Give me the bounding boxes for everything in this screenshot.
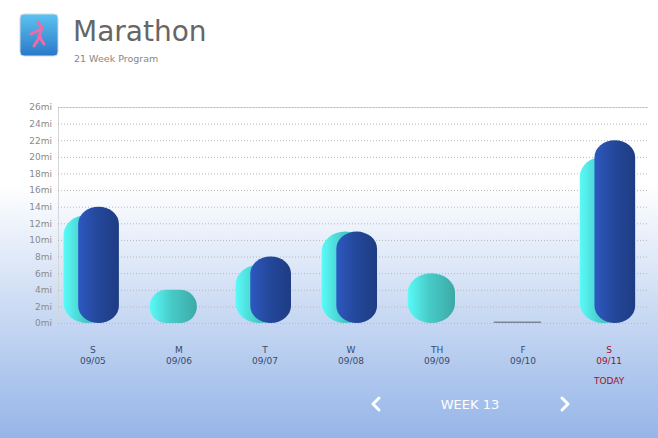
grid-line bbox=[58, 140, 648, 141]
y-tick-label: 6mi bbox=[35, 269, 52, 279]
y-tick-label: 24mi bbox=[29, 119, 52, 129]
x-tick: S09/11 bbox=[596, 345, 622, 366]
y-tick-label: 2mi bbox=[35, 302, 52, 312]
bar bbox=[336, 232, 377, 323]
grid-line bbox=[58, 107, 648, 108]
grid-line bbox=[58, 173, 648, 174]
x-tick: M09/06 bbox=[166, 345, 192, 366]
x-tick-label: F bbox=[520, 345, 525, 355]
bar bbox=[78, 207, 119, 323]
y-tick: 12mi bbox=[29, 219, 648, 229]
y-tick: 24mi bbox=[29, 119, 648, 129]
prev-week-button[interactable] bbox=[373, 398, 379, 410]
y-tick-label: 14mi bbox=[29, 202, 52, 212]
y-tick-label: 22mi bbox=[29, 136, 52, 146]
y-tick-label: 18mi bbox=[29, 169, 52, 179]
y-tick: 22mi bbox=[29, 136, 648, 146]
week-navigation: WEEK 13 bbox=[373, 397, 568, 412]
next-week-button[interactable] bbox=[562, 398, 568, 410]
x-date-label: 09/08 bbox=[338, 356, 364, 366]
grid-line bbox=[58, 157, 648, 158]
x-tick-label: S bbox=[606, 345, 612, 355]
x-tick-label: T bbox=[261, 345, 268, 355]
week-label: WEEK 13 bbox=[441, 397, 499, 412]
y-tick-label: 10mi bbox=[29, 235, 52, 245]
y-tick: 14mi bbox=[29, 202, 648, 212]
x-axis: S09/05M09/06T09/07W09/08TH09/09F09/10S09… bbox=[80, 345, 622, 366]
bar bbox=[150, 290, 197, 323]
y-tick-label: 12mi bbox=[29, 219, 52, 229]
x-tick: T09/07 bbox=[252, 345, 278, 366]
grid-line bbox=[58, 207, 648, 208]
x-tick-label: W bbox=[347, 345, 356, 355]
x-date-label: 09/10 bbox=[510, 356, 536, 366]
y-tick-label: 8mi bbox=[35, 252, 52, 262]
app-icon-figure bbox=[31, 22, 44, 46]
background bbox=[0, 0, 658, 438]
title: Marathon bbox=[73, 15, 207, 48]
bar bbox=[494, 322, 541, 324]
x-date-label: 09/11 bbox=[596, 356, 622, 366]
y-axis-line bbox=[59, 108, 649, 324]
bars bbox=[64, 140, 636, 323]
x-tick-label: M bbox=[175, 345, 183, 355]
y-tick-label: 4mi bbox=[35, 285, 52, 295]
bar bbox=[250, 257, 291, 323]
grid-line bbox=[58, 124, 648, 125]
bar bbox=[408, 273, 455, 323]
x-date-label: 09/07 bbox=[252, 356, 278, 366]
y-tick: 20mi bbox=[29, 152, 648, 162]
x-tick: F09/10 bbox=[510, 345, 536, 366]
grid-line bbox=[58, 223, 648, 224]
y-tick: 16mi bbox=[29, 185, 648, 195]
y-tick: 18mi bbox=[29, 169, 648, 179]
chart: Marathon 21 Week Program 0mi 2mi 4mi 6mi 8mi 10… bbox=[0, 0, 658, 438]
y-axis: 0mi 2mi 4mi 6mi 8mi 10mi 12mi 14mi 16mi 18mi 20mi 2… bbox=[29, 102, 648, 328]
subtitle: 21 Week Program bbox=[74, 53, 158, 64]
x-tick-label: S bbox=[90, 345, 96, 355]
y-tick-label: 26mi bbox=[29, 102, 52, 112]
annotation: TODAY bbox=[593, 376, 625, 386]
x-date-label: 09/09 bbox=[424, 356, 450, 366]
y-tick-label: 16mi bbox=[29, 185, 52, 195]
x-date-label: 09/05 bbox=[80, 356, 106, 366]
x-tick: TH09/09 bbox=[424, 345, 450, 366]
y-tick-label: 20mi bbox=[29, 152, 52, 162]
x-tick: S09/05 bbox=[80, 345, 106, 366]
y-tick-label: 0mi bbox=[35, 318, 52, 328]
app-icon bbox=[20, 14, 58, 56]
bar bbox=[594, 140, 635, 323]
x-tick-label: TH bbox=[430, 345, 443, 355]
x-tick: W09/08 bbox=[338, 345, 364, 366]
y-tick: 26mi bbox=[29, 102, 648, 112]
grid-line bbox=[58, 190, 648, 191]
grid-line bbox=[58, 323, 648, 324]
x-date-label: 09/06 bbox=[166, 356, 192, 366]
